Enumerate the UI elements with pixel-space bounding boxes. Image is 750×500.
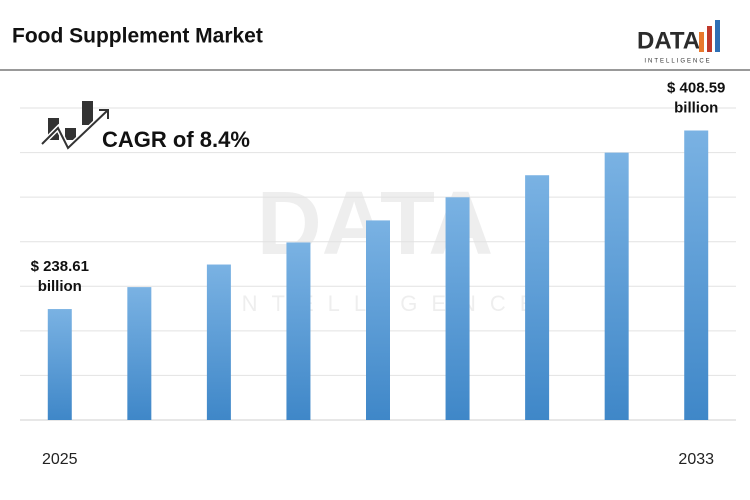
logo-subtext: INTELLIGENCE <box>644 59 711 65</box>
logo-bar <box>699 32 704 52</box>
bar <box>525 175 550 420</box>
bar <box>604 152 629 420</box>
icon-bar <box>82 101 93 125</box>
icon-arrow <box>99 109 109 119</box>
bar <box>445 197 470 420</box>
chart-title: Food Supplement Market <box>12 25 263 48</box>
icon-bar <box>65 128 76 140</box>
bar <box>47 309 72 420</box>
bar <box>684 130 709 420</box>
bar <box>206 264 231 420</box>
x-tick-label: 2033 <box>678 451 714 468</box>
bar <box>127 287 152 420</box>
logo-bar <box>707 26 712 52</box>
cagr-icon <box>40 101 110 153</box>
bar <box>366 220 390 420</box>
data-label: $ 238.61 billion <box>31 258 89 295</box>
bar <box>286 242 311 420</box>
logo-bar <box>715 20 720 52</box>
cagr-annotation: CAGR of 8.4% <box>102 127 250 152</box>
logo: DATA INTELLIGENCE <box>637 20 720 65</box>
x-tick-label: 2025 <box>42 451 78 468</box>
logo-text: DATA <box>637 27 700 54</box>
icon-line <box>41 109 109 150</box>
data-label: $ 408.59 billion <box>667 79 725 116</box>
